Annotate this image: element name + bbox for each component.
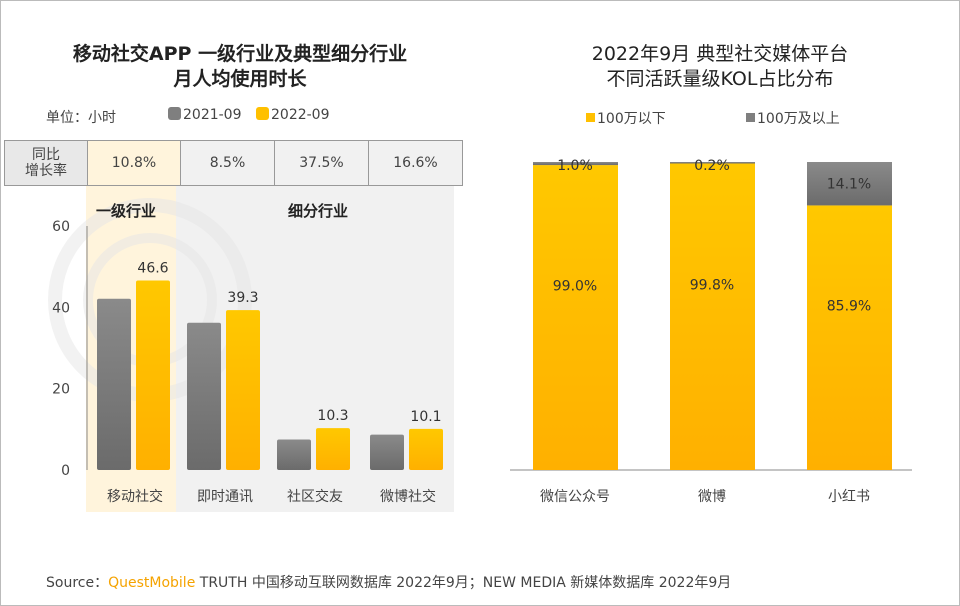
legend-label: 2021-09 bbox=[183, 107, 242, 123]
bar-2021 bbox=[97, 298, 131, 470]
bar-2022 bbox=[136, 280, 170, 470]
growth-cell: 37.5% bbox=[274, 140, 369, 186]
bar-above-1m bbox=[670, 162, 755, 164]
source-brand: QuestMobile bbox=[108, 575, 196, 591]
source-note: Source：QuestMobile TRUTH 中国移动互联网数据库 2022… bbox=[46, 572, 731, 592]
unit-label: 单位：小时 bbox=[46, 110, 116, 126]
legend-item-2022: 2022-09 bbox=[256, 107, 330, 123]
legend-item-below-1m: 100万以下 bbox=[586, 108, 666, 128]
bar-2021 bbox=[277, 439, 311, 470]
right-title-line2: 不同活跃量级KOL占比分布 bbox=[606, 68, 834, 90]
data-label: 46.6 bbox=[137, 260, 168, 276]
bar-2022 bbox=[409, 428, 443, 470]
data-label: 10.3 bbox=[317, 408, 348, 424]
growth-header-line: 同比 bbox=[32, 147, 60, 163]
y-tick-label: 40 bbox=[52, 300, 70, 316]
bar-2021 bbox=[187, 322, 221, 470]
data-label: 0.2% bbox=[694, 158, 730, 174]
category-label: 微博社交 bbox=[380, 488, 436, 505]
right-title-line1: 2022年9月 典型社交媒体平台 bbox=[591, 43, 849, 65]
source-text: TRUTH 中国移动互联网数据库 2022年9月；NEW MEDIA 新媒体数据… bbox=[195, 575, 732, 591]
legend-item-2021: 2021-09 bbox=[168, 107, 242, 123]
category-label: 移动社交 bbox=[107, 488, 163, 505]
legend-swatch-yellow bbox=[586, 113, 595, 122]
category-label: 小红书 bbox=[828, 489, 870, 505]
data-label: 10.1 bbox=[410, 409, 441, 425]
growth-cell: 16.6% bbox=[368, 140, 463, 186]
growth-header: 同比 增长率 bbox=[4, 140, 88, 186]
growth-table: 同比 增长率 10.8% 8.5% 37.5% 16.6% bbox=[4, 140, 463, 186]
data-label: 99.8% bbox=[690, 277, 734, 293]
left-chart-title: 移动社交APP 一级行业及典型细分行业 月人均使用时长 bbox=[20, 42, 460, 92]
legend-swatch-gray bbox=[746, 113, 755, 122]
growth-cell: 8.5% bbox=[180, 140, 275, 186]
data-label: 39.3 bbox=[227, 290, 258, 306]
bar-2021 bbox=[370, 434, 404, 470]
data-label: 14.1% bbox=[827, 177, 871, 193]
right-chart-title: 2022年9月 典型社交媒体平台 不同活跃量级KOL占比分布 bbox=[500, 42, 940, 92]
group-label-sub: 细分行业 bbox=[288, 202, 349, 220]
legend-item-above-1m: 100万及以上 bbox=[746, 108, 840, 128]
left-title-line2: 月人均使用时长 bbox=[173, 68, 307, 90]
legend-label: 2022-09 bbox=[271, 107, 330, 123]
legend-label: 100万以下 bbox=[597, 111, 666, 127]
left-title-line1: 移动社交APP 一级行业及典型细分行业 bbox=[72, 43, 408, 65]
y-tick-label: 0 bbox=[61, 463, 70, 479]
data-label: 1.0% bbox=[557, 158, 593, 174]
legend-swatch-gray bbox=[168, 107, 181, 120]
growth-cell: 10.8% bbox=[87, 140, 181, 186]
legend-swatch-yellow bbox=[256, 107, 269, 120]
bar-below-1m bbox=[807, 205, 892, 471]
category-label: 社区交友 bbox=[287, 488, 343, 505]
group-label-primary: 一级行业 bbox=[96, 202, 157, 220]
category-label: 即时通讯 bbox=[197, 489, 253, 505]
bar-above-1m bbox=[533, 162, 618, 166]
y-tick-label: 60 bbox=[52, 219, 70, 235]
bar-2022 bbox=[226, 310, 260, 470]
y-tick-label: 20 bbox=[52, 382, 70, 398]
data-label: 85.9% bbox=[827, 299, 871, 315]
bar-below-1m bbox=[533, 165, 618, 470]
data-label: 99.0% bbox=[553, 279, 597, 295]
bar-2022 bbox=[316, 428, 350, 470]
category-label: 微博 bbox=[698, 488, 726, 505]
source-prefix: Source： bbox=[46, 575, 109, 591]
bar-above-1m bbox=[807, 162, 892, 206]
bar-below-1m bbox=[670, 162, 755, 470]
growth-header-line: 增长率 bbox=[25, 163, 67, 179]
legend-label: 100万及以上 bbox=[757, 111, 840, 127]
category-label: 微信公众号 bbox=[540, 489, 610, 505]
